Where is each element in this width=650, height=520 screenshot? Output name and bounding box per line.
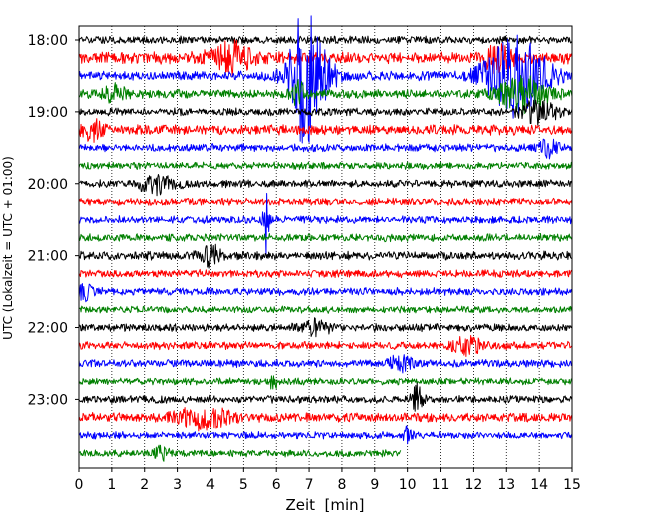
trace-1900 bbox=[78, 99, 573, 126]
x-axis-ticks: 0 1 2 3 4 5 6 7 8 9 10 11 12 13 14 15 bbox=[75, 468, 581, 493]
seismogram-traces bbox=[78, 15, 573, 462]
trace-1915 bbox=[78, 118, 573, 143]
trace-2145 bbox=[78, 305, 573, 314]
trace-1845 bbox=[78, 74, 573, 116]
y-axis-title: UTC (Lokalzeit = UTC + 01:00) bbox=[1, 156, 15, 340]
y-tick-label: 21:00 bbox=[28, 249, 68, 265]
trace-2345 bbox=[78, 444, 402, 462]
trace-2300 bbox=[78, 382, 573, 412]
trace-2000 bbox=[78, 174, 573, 197]
x-tick-label: 13 bbox=[497, 477, 515, 493]
trace-2315 bbox=[78, 407, 573, 432]
trace-2200 bbox=[78, 317, 573, 338]
x-tick-label: 1 bbox=[107, 477, 116, 493]
y-tick-label: 23:00 bbox=[28, 392, 68, 408]
x-tick-label: 11 bbox=[432, 477, 450, 493]
trace-2245 bbox=[78, 375, 573, 390]
x-tick-label: 8 bbox=[337, 477, 346, 493]
x-tick-label: 7 bbox=[305, 477, 314, 493]
trace-1815 bbox=[78, 39, 573, 78]
trace-2130 bbox=[78, 283, 573, 303]
x-tick-label: 2 bbox=[140, 477, 149, 493]
trace-2330 bbox=[78, 425, 573, 445]
x-tick-label: 12 bbox=[464, 477, 482, 493]
trace-2230 bbox=[78, 354, 573, 374]
trace-1800 bbox=[78, 35, 573, 45]
x-tick-label: 5 bbox=[239, 477, 248, 493]
x-tick-label: 3 bbox=[173, 477, 182, 493]
x-tick-label: 14 bbox=[530, 477, 548, 493]
x-tick-label: 4 bbox=[206, 477, 215, 493]
trace-2100 bbox=[78, 243, 573, 269]
x-tick-label: 0 bbox=[75, 477, 84, 493]
trace-1930 bbox=[78, 138, 573, 160]
y-axis-ticks: 18:00 19:00 20:00 21:00 22:00 23:00 bbox=[28, 33, 79, 408]
x-axis-title: Zeit [min] bbox=[285, 496, 364, 514]
x-tick-label: 10 bbox=[399, 477, 417, 493]
trace-2015 bbox=[78, 197, 573, 206]
trace-1945 bbox=[78, 161, 573, 170]
trace-2030 bbox=[78, 192, 573, 256]
x-tick-label: 6 bbox=[272, 477, 281, 493]
y-tick-label: 18:00 bbox=[28, 33, 68, 49]
x-tick-label: 9 bbox=[370, 477, 379, 493]
trace-2115 bbox=[78, 268, 573, 279]
y-tick-label: 19:00 bbox=[28, 105, 68, 121]
trace-2045 bbox=[78, 232, 573, 243]
x-tick-label: 15 bbox=[563, 477, 581, 493]
y-tick-label: 20:00 bbox=[28, 177, 68, 193]
y-tick-label: 22:00 bbox=[28, 321, 68, 337]
plot-frame bbox=[78, 25, 573, 469]
trace-1830 bbox=[78, 15, 573, 144]
trace-2215 bbox=[78, 335, 573, 358]
